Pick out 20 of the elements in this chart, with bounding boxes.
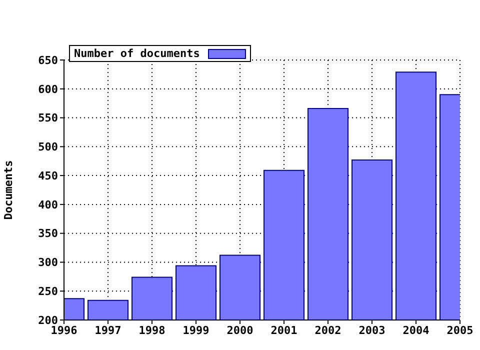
y-tick-label: 450 [38, 169, 58, 182]
y-tick-label: 300 [38, 256, 58, 270]
x-tick-label: 2005 [446, 324, 474, 337]
legend-label: Number of documents [74, 47, 200, 60]
x-tick-label: 1999 [182, 324, 210, 337]
x-tick-label: 2001 [270, 324, 298, 337]
x-tick-label: 2002 [314, 324, 342, 337]
y-tick-label: 550 [38, 112, 58, 125]
x-tick-label: 1998 [138, 324, 166, 337]
x-tick-label: 1997 [94, 324, 122, 337]
x-tick-label: 2004 [402, 324, 430, 337]
y-tick-label: 400 [38, 198, 58, 212]
y-tick-label: 650 [38, 54, 58, 67]
y-tick-label: 350 [38, 227, 58, 240]
y-tick-label: 500 [38, 140, 58, 154]
y-tick-label: 250 [38, 285, 58, 298]
y-axis-title: Documents [2, 160, 15, 220]
y-tick-label: 600 [38, 82, 58, 96]
x-tick-label: 2003 [358, 324, 386, 337]
x-tick-label: 2000 [226, 324, 254, 337]
